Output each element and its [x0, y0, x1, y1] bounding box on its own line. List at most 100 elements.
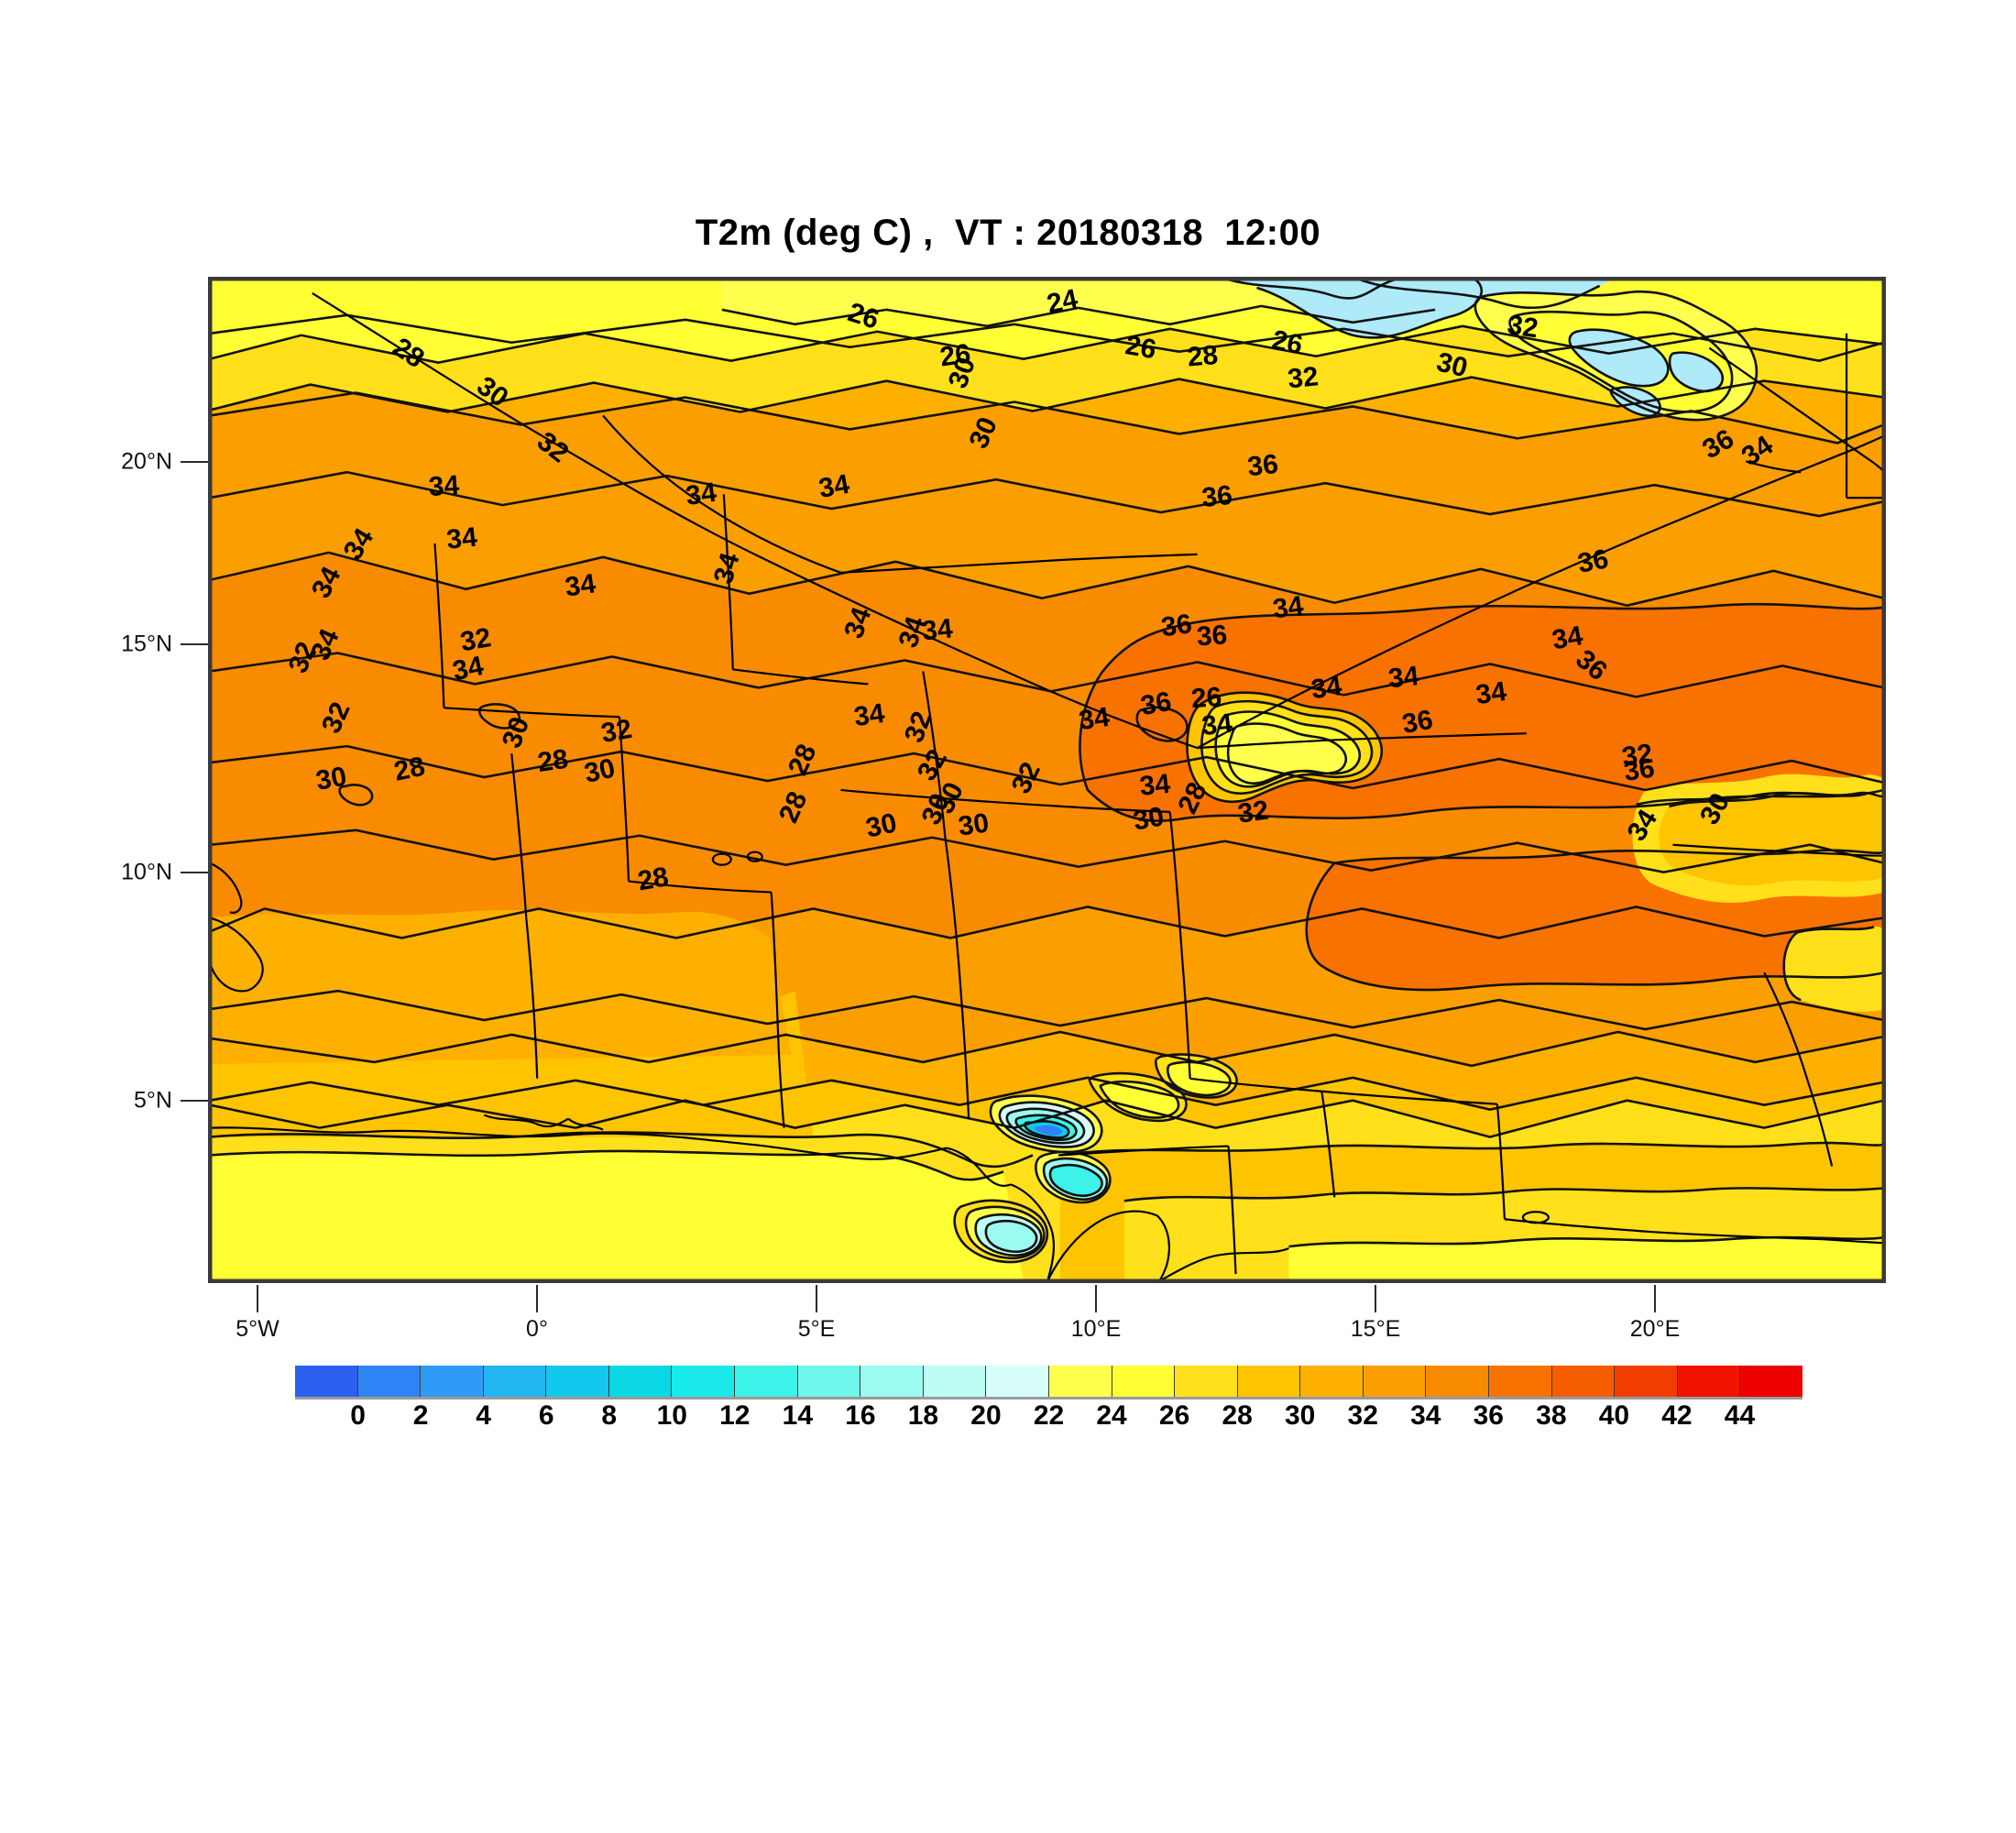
y-tick-label-1: 10°N: [121, 859, 172, 885]
svg-text:26: 26: [1190, 682, 1223, 714]
colorbar-cell-11: [986, 1366, 1049, 1397]
y-tick-0: [181, 1100, 208, 1102]
svg-text:26: 26: [1123, 330, 1159, 365]
y-tick-1: [181, 872, 208, 873]
svg-text:34: 34: [1138, 769, 1172, 802]
svg-text:28: 28: [380, 279, 422, 289]
svg-text:34: 34: [1077, 702, 1112, 736]
colorbar-tick-40: 40: [1598, 1400, 1630, 1431]
svg-text:32: 32: [1236, 795, 1271, 829]
svg-text:36: 36: [1575, 543, 1611, 578]
contour-lines: [210, 279, 1884, 1264]
svg-text:26: 26: [938, 338, 973, 372]
temperature-contour-map: 26 26 26 28 26 32 30 24 32 28 28 30 32 3…: [210, 279, 1884, 1281]
colorbar-cell-21: [1615, 1366, 1678, 1397]
filled-contour-layer: 26 26 26 28 26 32 30 24 32 28 28 30 32 3…: [210, 279, 1884, 1281]
colorbar-tick-20: 20: [970, 1400, 1002, 1431]
y-tick-label-3: 20°N: [121, 448, 172, 475]
svg-text:34: 34: [852, 698, 887, 732]
x-tick-label-3: 10°E: [1070, 1316, 1122, 1342]
svg-text:36: 36: [1622, 753, 1657, 787]
colorbar-tick-34: 34: [1410, 1400, 1441, 1431]
colorbar-tick-16: 16: [845, 1400, 876, 1431]
colorbar-tick-18: 18: [907, 1400, 939, 1431]
colorbar-tick-0: 0: [350, 1400, 366, 1431]
x-tick-1: [536, 1285, 538, 1312]
colorbar-tick-26: 26: [1158, 1400, 1190, 1431]
svg-text:32: 32: [599, 714, 635, 749]
colorbar-cell-10: [923, 1366, 987, 1397]
x-tick-0: [257, 1285, 258, 1312]
colorbar-cell-12: [1048, 1366, 1112, 1397]
colorbar-tick-12: 12: [719, 1400, 751, 1431]
svg-text:34: 34: [445, 522, 479, 555]
svg-text:34: 34: [450, 651, 487, 686]
svg-text:34: 34: [428, 470, 461, 502]
colorbar-cell-2: [421, 1366, 484, 1397]
colorbar-cell-1: [357, 1366, 422, 1397]
svg-text:28: 28: [1186, 340, 1219, 373]
colorbar-tick-32: 32: [1347, 1400, 1378, 1431]
colorbar-cell-23: [1740, 1366, 1802, 1397]
svg-text:30: 30: [1433, 346, 1470, 383]
colorbar-cell-6: [672, 1366, 736, 1397]
svg-text:24: 24: [1045, 283, 1081, 319]
svg-text:34: 34: [921, 613, 955, 646]
colorbar-cell-4: [546, 1366, 609, 1397]
colorbar-tick-44: 44: [1724, 1400, 1756, 1431]
svg-text:34: 34: [1386, 661, 1420, 694]
x-tick-4: [1375, 1285, 1376, 1312]
svg-text:30: 30: [313, 762, 349, 796]
svg-text:34: 34: [564, 568, 598, 602]
colorbar-cell-13: [1112, 1366, 1176, 1397]
colorbar-tick-42: 42: [1661, 1400, 1693, 1431]
y-tick-3: [181, 461, 208, 463]
x-tick-2: [816, 1285, 817, 1312]
svg-text:30: 30: [1131, 801, 1167, 836]
svg-text:30: 30: [863, 807, 899, 843]
svg-text:34: 34: [1200, 708, 1234, 741]
x-tick-5: [1654, 1285, 1656, 1312]
chart-title: T2m (deg C) , VT : 20180318 12:00: [695, 213, 1321, 253]
colorbar-cell-22: [1677, 1366, 1741, 1397]
y-tick-label-0: 5°N: [134, 1087, 172, 1114]
colorbar-cell-8: [797, 1366, 861, 1397]
colorbar-tick-labels: 0 2 4 6 8 10 12 14 16 18 20 22 24 26 28 30 32 34 36 38 40 42 4…: [295, 1400, 1802, 1437]
svg-text:34: 34: [1309, 671, 1344, 705]
colorbar: [295, 1366, 1802, 1399]
svg-text:36: 36: [1159, 609, 1194, 642]
svg-text:36: 36: [1138, 686, 1174, 721]
svg-text:28: 28: [536, 744, 571, 778]
colorbar-tick-24: 24: [1096, 1400, 1127, 1431]
svg-text:28: 28: [391, 752, 427, 787]
x-tick-label-5: 20°E: [1629, 1316, 1681, 1342]
svg-text:26: 26: [1269, 324, 1305, 360]
svg-text:28: 28: [635, 862, 671, 896]
svg-text:36: 36: [1400, 705, 1436, 740]
colorbar-tick-10: 10: [656, 1400, 687, 1431]
map-plot-area: 26 26 26 28 26 32 30 24 32 28 28 30 32 3…: [208, 277, 1886, 1283]
x-tick-label-4: 15°E: [1350, 1316, 1401, 1342]
svg-text:30: 30: [582, 753, 618, 789]
colorbar-tick-38: 38: [1536, 1400, 1567, 1431]
svg-text:36: 36: [1196, 620, 1229, 652]
x-tick-label-1: 0°: [526, 1316, 548, 1342]
colorbar-cell-17: [1363, 1366, 1427, 1397]
svg-text:34: 34: [816, 469, 852, 504]
svg-text:32: 32: [1506, 310, 1540, 344]
svg-text:32: 32: [1620, 739, 1655, 773]
colorbar-tick-8: 8: [601, 1400, 618, 1431]
svg-text:36: 36: [1246, 449, 1280, 482]
colorbar-cell-9: [860, 1366, 924, 1397]
y-tick-2: [181, 643, 208, 645]
colorbar-tick-6: 6: [538, 1400, 554, 1431]
colorbar-cell-14: [1175, 1366, 1238, 1397]
colorbar-cell-16: [1300, 1366, 1364, 1397]
svg-text:34: 34: [1271, 590, 1306, 624]
colorbar-cell-3: [483, 1366, 547, 1397]
colorbar-tick-4: 4: [476, 1400, 491, 1431]
y-tick-label-2: 15°N: [121, 631, 172, 657]
svg-text:32: 32: [1287, 361, 1320, 394]
svg-text:32: 32: [458, 622, 494, 657]
